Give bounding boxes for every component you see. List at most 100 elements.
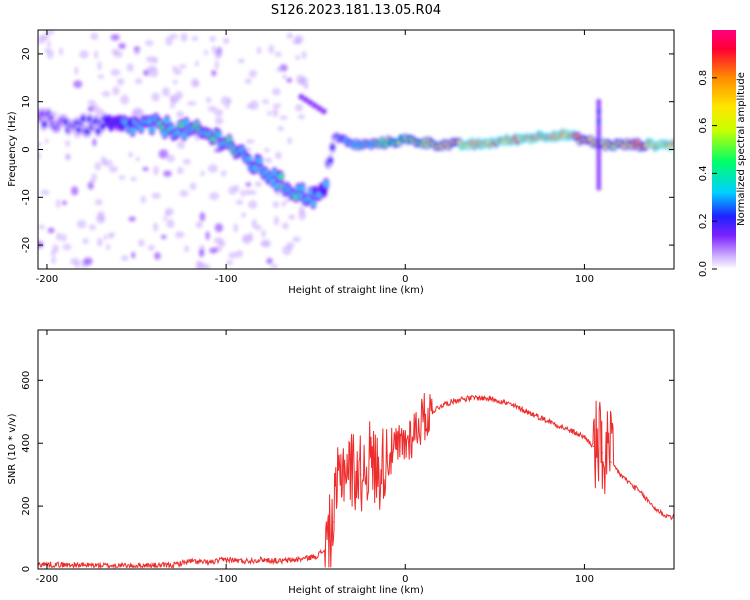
snr-ylabel: SNR (10 * v/v) [7,413,18,484]
heatmap-feature [596,146,602,153]
snr-point [341,464,344,466]
snr-point [243,560,245,562]
heatmap-feature [302,96,309,103]
heatmap-noise [245,182,252,187]
heatmap-noise [277,126,285,132]
heatmap-noise [214,49,222,60]
heatmap-noise [282,245,292,256]
heatmap-noise [87,105,95,113]
heatmap-noise [284,198,290,203]
heatmap-noise [254,181,262,187]
snr-ytick-label: 0 [21,566,32,572]
snr-point [171,564,173,566]
snr-point [664,514,666,517]
heatmap-noise [151,192,161,199]
snr-point [350,467,353,469]
heatmap-noise [295,55,301,60]
heatmap-noise [76,219,87,229]
heatmap-noise [189,182,197,191]
heatmap-noise [97,210,105,221]
heatmap-noise [83,257,93,266]
heatmap-noise [70,257,80,266]
heatmap-feature [596,170,602,177]
heatmap-noise [51,256,57,264]
heatmap-noise [281,222,289,230]
snr-point [655,508,657,510]
heatmap-noise [177,166,184,175]
heatmap-ridge [84,128,91,135]
heatmap-feature [596,103,602,110]
heatmap-noise [111,48,120,55]
heatmap-noise [90,32,99,41]
snr-point [598,448,600,451]
heatmap-noise [261,99,270,104]
heatmap-noise [40,34,50,41]
heatmap-noise [209,36,216,42]
heatmap-ytick-label: 0 [21,146,32,152]
heatmap-noise [177,140,186,150]
heatmap-noise [73,80,83,89]
heatmap-feature [320,108,327,115]
heatmap-noise [226,260,233,266]
colorbar-tick-label: 0.8 [698,70,709,86]
heatmap-noise [246,103,254,109]
heatmap-noise [38,142,42,147]
snr-ytick-label: 200 [21,497,32,516]
heatmap-ridge [327,157,333,164]
heatmap-noise [248,69,258,78]
heatmap-noise [256,46,262,55]
heatmap-noise [101,91,111,97]
heatmap-noise [126,63,134,72]
heatmap-ridge [575,133,581,138]
heatmap-noise [241,212,246,218]
heatmap-noise [200,171,205,177]
heatmap-noise [214,60,219,70]
heatmap-noise [46,41,51,48]
heatmap-ridge [252,165,258,172]
heatmap-noise [272,107,279,118]
heatmap-noise [174,231,185,239]
snr-point [476,397,478,399]
heatmap-noise [108,232,116,237]
snr-point [565,428,568,430]
snr-point [333,521,335,523]
snr-ytick-label: 400 [21,434,32,453]
heatmap-noise [184,245,190,253]
heatmap-feature [596,117,602,124]
heatmap-noise [275,151,282,160]
heatmap-noise [130,176,137,182]
heatmap-noise [153,165,159,176]
heatmap-noise [292,236,301,243]
heatmap-noise [178,64,187,69]
snr-point [530,412,532,414]
heatmap-xtick-label: -200 [36,274,59,285]
heatmap-noise [272,103,282,108]
heatmap-noise [298,114,306,120]
heatmap-noise [92,138,97,147]
heatmap-noise [220,96,230,106]
heatmap-ridge [321,188,327,195]
heatmap-noise [82,238,89,245]
heatmap-noise [65,140,71,147]
heatmap-noise [134,78,143,85]
heatmap-noise [97,74,105,79]
snr-series-line [38,393,674,569]
heatmap-noise [40,189,50,196]
snr-point [605,455,607,457]
heatmap-noise [214,223,224,233]
heatmap-noise [214,116,224,125]
heatmap-noise [211,69,217,77]
heatmap-noise [147,65,157,71]
heatmap-feature [596,179,602,186]
heatmap-noise [91,173,97,181]
snr-point [377,470,379,473]
heatmap-noise [303,84,309,89]
heatmap-noise [207,164,218,173]
heatmap-noise [225,104,230,110]
heatmap-ridge [299,185,306,192]
heatmap-ytick-label: 10 [21,95,32,108]
heatmap-feature [596,132,602,139]
heatmap-feature [596,122,602,129]
heatmap-ridge [256,157,263,164]
heatmap-noise [116,78,125,86]
